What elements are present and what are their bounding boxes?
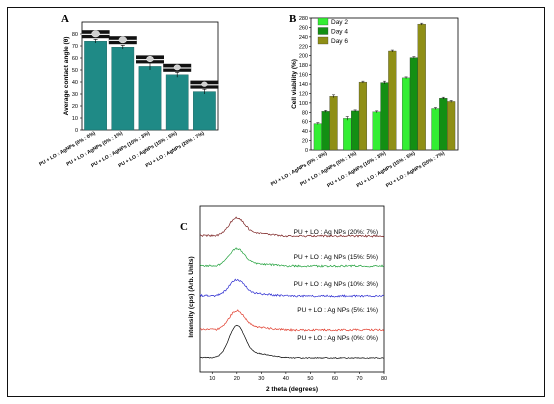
panel-label: A (61, 13, 69, 25)
y-tick-label: 120 (299, 91, 308, 97)
y-tick-label: 20 (72, 104, 78, 110)
y-tick-label: 30 (72, 92, 78, 98)
y-tick-label: 0 (75, 128, 78, 134)
bar (329, 96, 338, 151)
bar (358, 81, 368, 151)
series-line (199, 216, 384, 238)
y-axis-label: Intensity (cps) (Arb. Units) (188, 256, 195, 337)
x-tick-label: 60 (332, 376, 338, 382)
y-tick-label: 40 (302, 129, 308, 135)
y-tick-label: 200 (299, 54, 308, 60)
y-tick-label: 160 (299, 73, 308, 79)
x-tick-label: 70 (356, 376, 362, 382)
panel-label: C (180, 221, 188, 233)
bar (409, 57, 418, 151)
y-tick-label: 60 (72, 56, 78, 62)
panel-label: B (289, 13, 297, 25)
legend-label: Day 2 (331, 19, 348, 26)
bar (431, 108, 440, 151)
y-tick-label: 20 (302, 139, 308, 145)
series-line (199, 324, 384, 359)
y-tick-label: 0 (305, 148, 308, 154)
legend-label: Day 4 (331, 29, 348, 36)
y-tick-label: 10 (72, 116, 78, 122)
series-label: PU + LO : Ag NPs (20%: 7%) (294, 229, 378, 236)
bar (343, 118, 352, 151)
y-tick-label: 180 (299, 63, 308, 69)
y-tick-label: 80 (302, 110, 308, 116)
series-line (199, 278, 384, 298)
y-tick-label: 100 (299, 101, 308, 107)
series-label: PU + LO : Ag NPs (0%: 0%) (297, 335, 378, 342)
plot-frame (199, 205, 385, 373)
y-axis-label: Average contact angle (θ) (63, 37, 70, 116)
droplet (91, 30, 100, 38)
legend-label: Day 6 (331, 38, 348, 45)
droplet (173, 64, 181, 71)
bar (372, 111, 381, 151)
y-tick-label: 240 (299, 35, 308, 41)
y-tick-label: 40 (72, 80, 78, 86)
legend-swatch (317, 17, 329, 26)
bar (313, 123, 322, 151)
droplet (146, 55, 154, 63)
series-label: PU + LO : Ag NPs (5%: 1%) (297, 307, 378, 314)
droplet (201, 81, 208, 87)
y-tick-label: 70 (72, 44, 78, 50)
x-tick-label: 50 (307, 376, 313, 382)
bar (388, 50, 397, 151)
legend-swatch (317, 36, 329, 45)
y-tick-label: 220 (299, 44, 308, 50)
legend-swatch (317, 27, 329, 35)
bar (380, 82, 389, 151)
figure-frame (7, 7, 545, 397)
y-axis-label: Cell viability (%) (291, 59, 298, 109)
bar (165, 74, 189, 131)
bar (321, 111, 330, 151)
y-tick-label: 50 (72, 68, 78, 74)
bar (417, 23, 426, 151)
bar (111, 47, 135, 131)
bar (351, 110, 360, 151)
bar (447, 101, 456, 151)
bar (84, 41, 107, 131)
y-tick-label: 140 (299, 82, 308, 88)
x-tick-label: 80 (381, 376, 387, 382)
series-label: PU + LO : Ag NPs (15%: 5%) (294, 254, 378, 261)
series-label: PU + LO : Ag NPs (10%: 3%) (294, 281, 378, 288)
bar (401, 77, 411, 151)
series-line (199, 309, 385, 332)
y-tick-label: 60 (302, 120, 308, 126)
x-tick-label: 40 (283, 376, 289, 382)
bar (138, 66, 162, 131)
bar (439, 97, 448, 151)
y-tick-label: 260 (299, 25, 308, 31)
x-tick-label: 10 (209, 376, 215, 382)
x-axis-label: 2 theta (degrees) (266, 386, 318, 393)
series-line (199, 247, 384, 268)
bar (193, 91, 216, 131)
x-tick-label: 30 (258, 376, 264, 382)
x-tick-label: 20 (234, 376, 240, 382)
y-tick-label: 80 (72, 32, 78, 38)
y-tick-label: 280 (299, 16, 308, 22)
droplet (118, 36, 127, 44)
